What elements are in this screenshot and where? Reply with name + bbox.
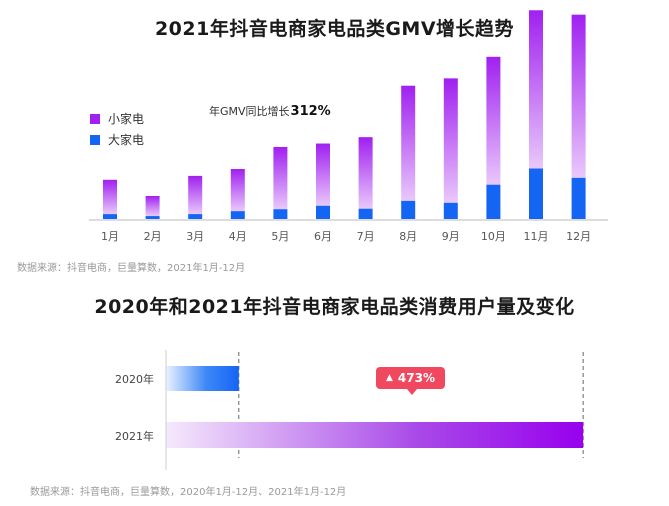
bar-small-appliance — [443, 78, 458, 203]
users-growth-value: 473% — [397, 371, 435, 385]
gmv-growth-value: 312% — [290, 104, 331, 119]
users-chart-title: 2020年和2021年抖音电商家电品类消费用户量及变化 — [94, 296, 575, 318]
x-tick-label: 12月 — [566, 230, 591, 243]
bar-small-appliance — [273, 146, 288, 210]
users-growth-badge: ▲ 473% — [376, 367, 445, 395]
x-tick-label: 4月 — [229, 230, 247, 243]
bar-small-appliance — [103, 179, 117, 215]
bar-large-appliance — [316, 205, 330, 219]
bar-large-appliance — [273, 209, 288, 219]
bar-large-appliance — [230, 211, 245, 219]
y-category-label: 2020年 — [115, 372, 154, 386]
bar-users-2020 — [166, 366, 239, 391]
x-tick-label: 9月 — [442, 230, 460, 243]
bar-small-appliance — [486, 56, 501, 185]
x-tick-label: 7月 — [357, 230, 375, 243]
y-category-label: 2021年 — [115, 429, 154, 443]
gmv-growth-label: 年GMV同比增长 — [209, 105, 290, 118]
bar-large-appliance — [103, 214, 117, 219]
bar-small-appliance — [529, 10, 543, 169]
legend-item-large-appliance: 大家电 — [90, 131, 144, 148]
bar-large-appliance — [443, 202, 458, 219]
up-triangle-icon: ▲ — [386, 373, 393, 383]
x-tick-label: 1月 — [101, 230, 119, 243]
bar-small-appliance — [358, 137, 373, 209]
x-tick-label: 2月 — [144, 230, 162, 243]
bar-small-appliance — [230, 169, 245, 212]
bar-large-appliance — [571, 177, 586, 219]
bar-small-appliance — [401, 85, 416, 201]
legend-label-small-appliance: 小家电 — [108, 112, 145, 126]
bar-small-appliance — [145, 195, 160, 217]
bar-large-appliance — [529, 168, 543, 219]
bar-small-appliance — [316, 143, 330, 206]
bar-large-appliance — [401, 200, 416, 219]
legend-label-large-appliance: 大家电 — [108, 133, 145, 147]
gmv-chart-title: 2021年抖音电商家电品类GMV增长趋势 — [154, 18, 515, 40]
x-tick-label: 10月 — [481, 230, 506, 243]
x-tick-label: 6月 — [314, 230, 332, 243]
legend-swatch-small-appliance — [90, 113, 100, 124]
bar-large-appliance — [486, 184, 501, 219]
bar-users-2021 — [166, 422, 584, 448]
bar-large-appliance — [188, 214, 203, 219]
x-tick-label: 11月 — [524, 230, 549, 243]
bar-large-appliance — [358, 208, 373, 219]
users-chart-source: 数据来源：抖音电商，巨量算数，2020年1月-12月、2021年1月-12月 — [30, 487, 347, 498]
x-tick-label: 5月 — [271, 230, 289, 243]
x-tick-label: 8月 — [399, 230, 417, 243]
x-tick-label: 3月 — [186, 230, 204, 243]
legend-swatch-large-appliance — [90, 134, 100, 145]
gmv-chart-source: 数据来源：抖音电商，巨量算数，2021年1月-12月 — [17, 263, 246, 274]
bar-small-appliance — [188, 175, 203, 215]
gmv-growth-annotation: 年GMV同比增长 312% — [209, 103, 331, 119]
legend-item-small-appliance: 小家电 — [90, 110, 144, 127]
bar-small-appliance — [571, 14, 586, 178]
bar-large-appliance — [145, 216, 160, 219]
